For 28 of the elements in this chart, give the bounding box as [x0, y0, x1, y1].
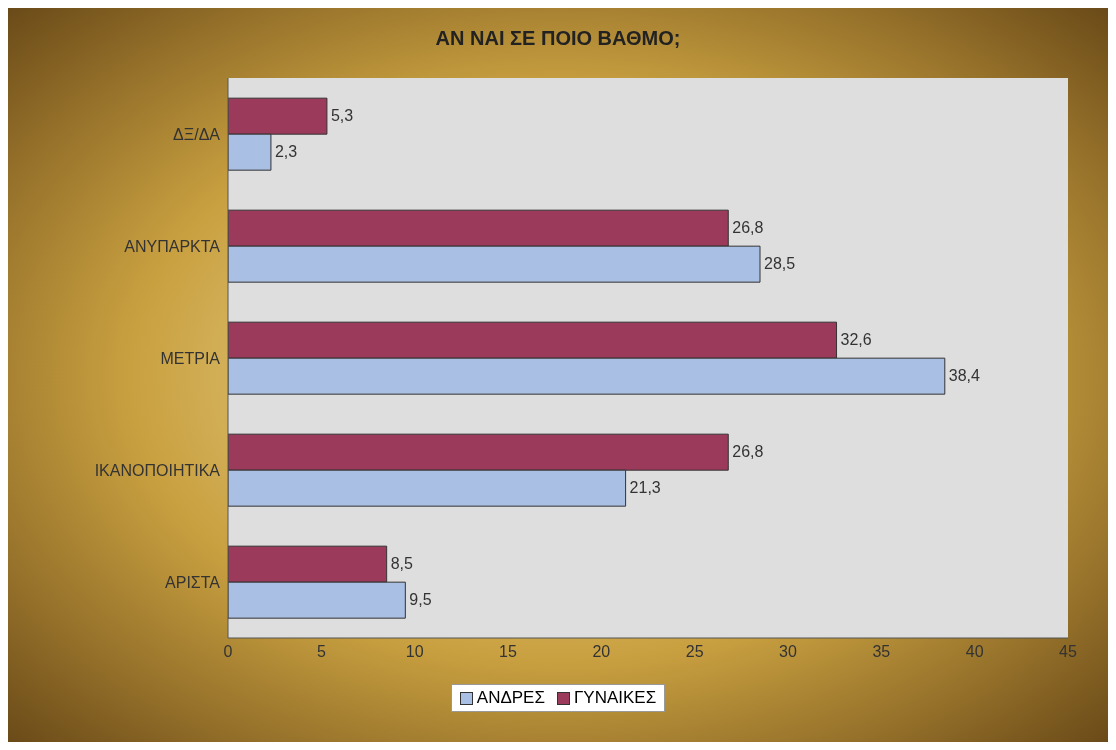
legend-label: ΑΝΔΡΕΣ: [475, 688, 545, 708]
x-tick-label: 25: [685, 643, 704, 661]
x-tick-label: 20: [592, 643, 611, 661]
y-tick-label: ΔΞ/ΔΑ: [173, 125, 221, 143]
data-label: 9,5: [409, 591, 432, 609]
x-tick-label: 40: [965, 643, 984, 661]
x-tick-label: 5: [316, 643, 326, 661]
data-label: 2,3: [274, 143, 298, 161]
y-tick-label: ΑΝΥΠΑΡΚΤΑ: [124, 237, 221, 255]
data-label: 28,5: [764, 255, 796, 273]
legend-label: ΓΥΝΑΙΚΕΣ: [572, 688, 657, 708]
data-label: 32,6: [840, 331, 872, 349]
data-label: 38,4: [948, 367, 981, 385]
y-tick-label: ΙΚΑΝΟΠΟΙΗΤΙΚΑ: [94, 461, 221, 479]
x-tick-label: 35: [872, 643, 891, 661]
data-label: 26,8: [732, 219, 764, 237]
chart-title: ΑΝ ΝΑΙ ΣΕ ΠΟΙΟ ΒΑΘΜΟ;: [434, 26, 682, 51]
data-label: 5,3: [330, 107, 354, 125]
data-label: 8,5: [390, 555, 414, 573]
x-tick-label: 15: [499, 643, 517, 661]
y-tick-label: ΑΡΙΣΤΑ: [165, 573, 221, 591]
data-label: 26,8: [732, 443, 764, 461]
x-tick-label: 10: [405, 643, 424, 661]
x-tick-label: 45: [1059, 643, 1077, 661]
x-tick-label: 0: [223, 643, 233, 661]
data-label: 21,3: [629, 479, 661, 497]
x-tick-label: 30: [779, 643, 797, 661]
y-tick-label: ΜΕΤΡΙΑ: [160, 349, 221, 367]
